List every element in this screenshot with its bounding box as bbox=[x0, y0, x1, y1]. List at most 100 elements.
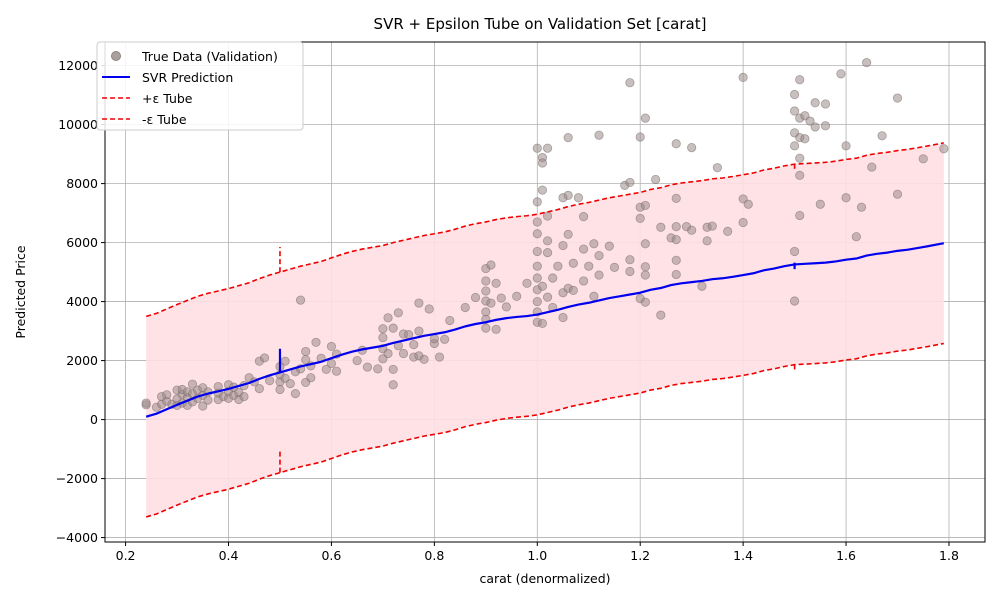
data-point bbox=[537, 185, 548, 195]
data-point bbox=[789, 141, 800, 151]
data-point bbox=[239, 391, 249, 402]
data-point bbox=[414, 298, 424, 308]
data-point bbox=[481, 286, 491, 296]
x-tick-label: 0.8 bbox=[424, 548, 444, 563]
data-point bbox=[707, 221, 717, 231]
data-point bbox=[738, 217, 748, 228]
data-point bbox=[687, 225, 697, 235]
y-tick-label: 10000 bbox=[58, 117, 98, 132]
data-point bbox=[203, 395, 213, 405]
y-tick-label: 6000 bbox=[66, 235, 98, 250]
data-point bbox=[656, 222, 666, 232]
data-point bbox=[671, 222, 681, 232]
data-point bbox=[280, 356, 290, 366]
data-point bbox=[491, 324, 501, 334]
epsilon-fill bbox=[146, 142, 944, 517]
data-point bbox=[486, 298, 496, 308]
data-point bbox=[306, 373, 316, 383]
data-point bbox=[141, 398, 151, 408]
data-point bbox=[383, 313, 393, 323]
data-point bbox=[867, 162, 877, 172]
data-point bbox=[388, 380, 398, 390]
data-point bbox=[301, 346, 311, 357]
data-point bbox=[522, 278, 532, 288]
x-tick-label: 1.8 bbox=[939, 548, 959, 563]
data-point bbox=[388, 323, 398, 333]
data-point bbox=[491, 278, 501, 288]
scatter-layer bbox=[141, 58, 949, 412]
data-point bbox=[604, 241, 614, 251]
data-point bbox=[393, 308, 403, 318]
prediction-layer bbox=[145, 242, 945, 418]
plot-area bbox=[104, 41, 986, 543]
data-point bbox=[789, 106, 800, 116]
data-point bbox=[311, 337, 321, 347]
data-point bbox=[738, 72, 748, 82]
data-point bbox=[532, 261, 542, 271]
data-point bbox=[640, 113, 650, 123]
data-point bbox=[383, 348, 393, 359]
data-point bbox=[445, 315, 455, 326]
data-point bbox=[537, 318, 548, 329]
data-point bbox=[532, 273, 542, 283]
data-point bbox=[640, 262, 650, 272]
data-point bbox=[856, 202, 867, 212]
data-point bbox=[671, 139, 681, 149]
data-point bbox=[398, 348, 409, 359]
lower-tube-line bbox=[145, 342, 944, 518]
data-point bbox=[789, 246, 800, 257]
data-point bbox=[795, 210, 805, 221]
data-point bbox=[486, 260, 496, 270]
data-point bbox=[532, 246, 542, 257]
data-point bbox=[609, 262, 620, 272]
data-point bbox=[331, 366, 342, 376]
x-tick-label: 1.0 bbox=[527, 548, 547, 563]
x-tick-label: 0.4 bbox=[219, 548, 239, 563]
x-tick-label: 1.4 bbox=[733, 548, 753, 563]
data-point bbox=[862, 58, 872, 68]
legend-label-true-data: True Data (Validation) bbox=[141, 49, 278, 64]
data-point bbox=[548, 273, 558, 283]
data-point bbox=[640, 297, 650, 307]
y-tick-label: 12000 bbox=[58, 58, 98, 73]
data-point bbox=[687, 143, 697, 153]
data-point bbox=[640, 239, 650, 249]
data-point bbox=[429, 334, 439, 344]
data-point bbox=[187, 379, 198, 389]
data-point bbox=[373, 364, 383, 374]
data-point bbox=[553, 261, 563, 271]
data-point bbox=[656, 310, 666, 320]
data-point bbox=[712, 163, 722, 173]
legend-label-upper-tube: +ε Tube bbox=[142, 91, 193, 106]
data-point bbox=[841, 193, 851, 203]
data-point bbox=[594, 270, 604, 280]
data-point bbox=[810, 98, 820, 108]
data-point bbox=[789, 296, 800, 306]
data-point bbox=[501, 302, 512, 312]
data-point bbox=[388, 364, 398, 375]
data-point bbox=[378, 324, 388, 334]
data-point bbox=[419, 354, 429, 365]
x-axis-ticks: 0.2 0.4 0.6 0.8 1.0 1.2 1.4 1.6 1.8 bbox=[116, 542, 959, 563]
legend: True Data (Validation) SVR Prediction +ε… bbox=[96, 41, 304, 131]
data-point bbox=[295, 295, 306, 305]
data-point bbox=[640, 270, 650, 280]
data-point bbox=[409, 340, 419, 350]
data-point bbox=[470, 292, 481, 303]
data-point bbox=[568, 258, 578, 268]
data-point bbox=[558, 312, 568, 323]
data-point bbox=[851, 232, 861, 242]
data-point bbox=[532, 217, 542, 227]
data-point bbox=[542, 143, 553, 153]
data-point bbox=[589, 239, 599, 249]
data-point bbox=[537, 158, 548, 168]
y-tick-label: −2000 bbox=[56, 471, 98, 486]
data-point bbox=[542, 236, 553, 246]
data-point bbox=[589, 291, 599, 301]
data-point bbox=[321, 364, 331, 375]
data-point bbox=[815, 199, 825, 209]
data-point bbox=[795, 153, 805, 163]
data-point bbox=[651, 174, 661, 185]
data-point bbox=[259, 353, 270, 363]
